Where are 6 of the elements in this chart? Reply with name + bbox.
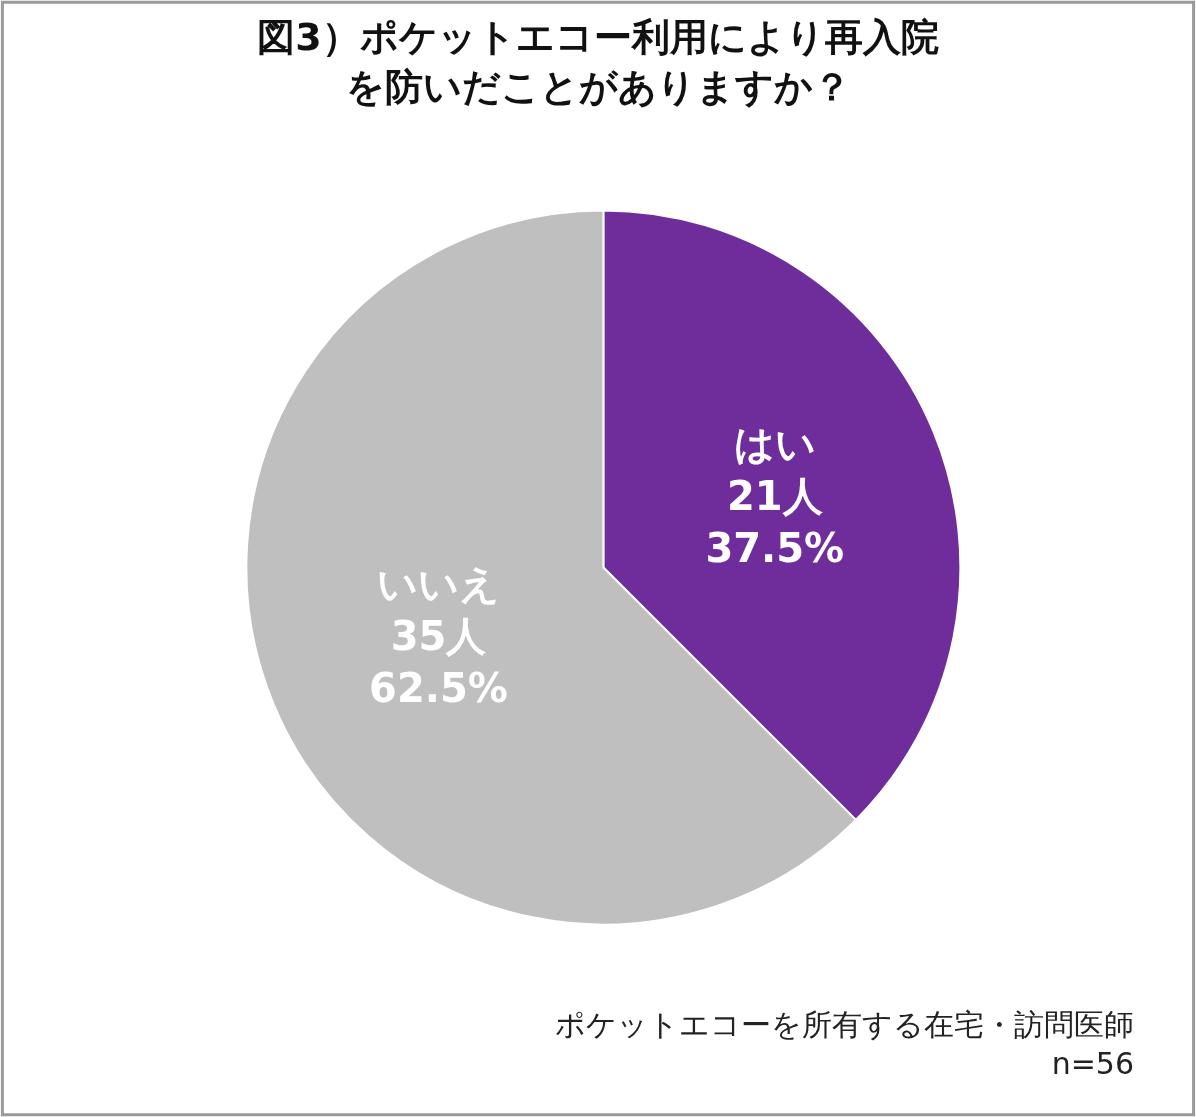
data-label: 35人 62.5% xyxy=(369,612,508,711)
text: ポケットエコーを所有する在宅・訪問医師 n=56 xyxy=(555,1007,1134,1081)
chart-title: 図3）ポケットエコー利用により再入院を防いだことがありますか？ xyxy=(257,15,939,109)
slice-label: はい xyxy=(733,421,816,468)
data-label: 21人 37.5% xyxy=(705,473,845,572)
slice-label: いいえ xyxy=(376,560,500,607)
